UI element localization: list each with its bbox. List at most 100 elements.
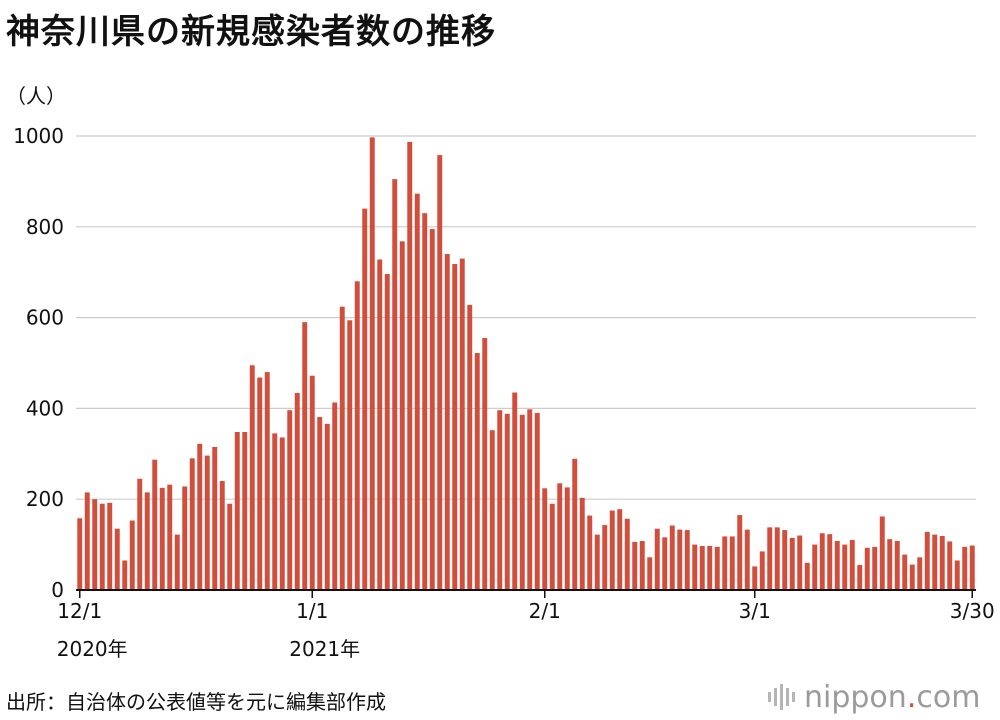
bar-12/20	[219, 481, 225, 590]
bar-1/7	[354, 281, 360, 590]
bar-1/30	[527, 409, 533, 590]
bar-3/4	[774, 527, 780, 590]
bar-3/18	[879, 516, 885, 590]
bar-3/1	[752, 566, 758, 590]
bar-12/26	[264, 372, 270, 590]
x-year-label: 2020年	[57, 637, 128, 661]
bar-3/6	[789, 537, 795, 590]
x-tick-label: 2/1	[529, 599, 561, 623]
bar-2/5	[572, 458, 578, 590]
bar-3/23	[917, 557, 923, 590]
logo-mark-icon	[768, 684, 798, 710]
bar-12/7	[122, 560, 128, 590]
bar-12/30	[294, 392, 300, 590]
logo-name: nippon	[804, 679, 907, 715]
bar-2/22	[699, 545, 705, 590]
source-note: 出所：自治体の公表値等を元に編集部作成	[6, 690, 386, 714]
bar-12/13	[167, 484, 173, 590]
bar-12/12	[159, 487, 165, 590]
bar-3/21	[902, 554, 908, 590]
bar-2/20	[684, 530, 690, 590]
x-tick-label: 3/1	[739, 599, 771, 623]
bar-12/31	[302, 322, 308, 590]
bar-2/24	[714, 546, 720, 590]
bar-1/21	[459, 258, 465, 590]
bar-12/5	[107, 502, 113, 590]
bar-1/15	[414, 193, 420, 590]
bar-1/16	[422, 213, 428, 590]
bar-3/13	[842, 544, 848, 590]
x-tick-label: 12/1	[57, 599, 102, 623]
y-tick-label: 800	[26, 215, 64, 239]
bar-2/21	[692, 544, 698, 590]
logo-dot: .	[906, 679, 917, 715]
bar-12/8	[129, 520, 135, 590]
bar-1/31	[534, 412, 540, 590]
bar-3/12	[834, 540, 840, 590]
bar-3/27	[947, 541, 953, 590]
bar-12/3	[92, 499, 98, 590]
bar-3/24	[924, 531, 930, 590]
bar-2/14	[639, 540, 645, 590]
bar-2/1	[542, 488, 548, 590]
y-axis-unit-label: （人）	[6, 84, 66, 108]
bar-3/7	[797, 535, 803, 590]
y-tick-label: 0	[51, 578, 64, 602]
bar-12/21	[227, 503, 233, 590]
bar-12/25	[257, 377, 263, 590]
x-tick-labels: 12/1 2020年 1/1 2021年 2/1 3/1 3/30	[57, 599, 995, 661]
bar-2/26	[729, 536, 735, 590]
bar-1/14	[407, 141, 413, 591]
bar-1/19	[444, 254, 450, 591]
bar-chart: 0 200 400 600 800 1000 12/1 2020年 1/1 2021年 2/1 3/…	[13, 124, 995, 661]
bar-1/20	[452, 264, 458, 590]
bar-2/19	[677, 529, 683, 590]
bar-1/24	[482, 338, 488, 590]
gridlines	[76, 135, 976, 500]
bar-12/18	[204, 455, 210, 590]
bar-12/19	[212, 446, 218, 590]
bar-3/20	[894, 540, 900, 590]
bar-1/8	[362, 208, 368, 590]
bar-12/4	[99, 503, 105, 590]
bar-2/17	[662, 537, 668, 590]
bar-2/25	[722, 536, 728, 590]
bar-2/2	[549, 503, 555, 590]
bar-12/17	[197, 443, 203, 590]
bar-2/12	[624, 518, 630, 590]
y-tick-label: 600	[26, 306, 64, 330]
bar-3/22	[909, 564, 915, 590]
bar-12/22	[234, 432, 240, 590]
bar-2/10	[609, 510, 615, 590]
bar-12/10	[144, 492, 150, 590]
bar-1/1	[309, 375, 315, 590]
bar-3/14	[849, 540, 855, 590]
bar-12/27	[272, 433, 278, 590]
bar-2/15	[647, 557, 653, 590]
bar-2/23	[707, 545, 713, 590]
bar-2/8	[594, 534, 600, 590]
bar-2/28	[744, 529, 750, 590]
bar-12/29	[287, 410, 293, 590]
bar-3/28	[954, 560, 960, 590]
bar-1/5	[339, 306, 345, 590]
bar-3/19	[887, 539, 893, 590]
bar-1/23	[474, 353, 480, 590]
x-ticks	[79, 590, 973, 598]
bar-3/9	[812, 544, 818, 590]
bar-3/25	[932, 534, 938, 590]
bar-1/29	[519, 414, 525, 590]
bar-3/5	[782, 530, 788, 590]
bar-12/6	[114, 528, 120, 590]
logo-suffix: com	[916, 679, 981, 715]
bar-2/11	[617, 509, 623, 590]
bar-12/11	[152, 459, 158, 590]
x-tick-label: 3/30	[950, 599, 995, 623]
bar-12/28	[279, 437, 285, 590]
bar-1/3	[324, 423, 330, 590]
bar-12/1	[77, 518, 83, 590]
bar-1/12	[392, 179, 398, 590]
bar-2/16	[654, 528, 660, 590]
bar-3/26	[939, 535, 945, 590]
y-tick-label: 400	[26, 396, 64, 420]
